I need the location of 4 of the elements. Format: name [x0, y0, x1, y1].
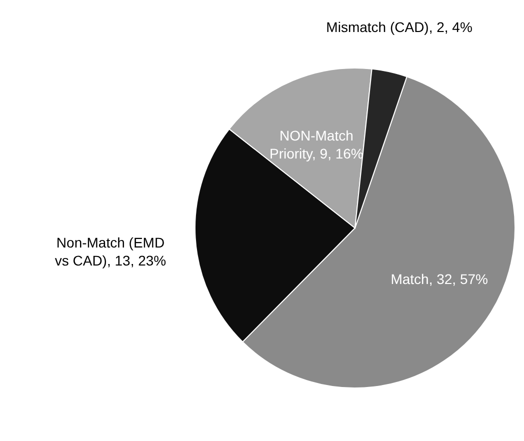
- slice-label: Mismatch (CAD), 2, 4%: [326, 18, 472, 35]
- slice-label: Match, 32, 57%: [390, 271, 488, 288]
- slice-label: NON-Match Priority, 9, 16%: [269, 128, 364, 162]
- slice-label: Non-Match (EMD vs CAD), 13, 23%: [54, 234, 166, 268]
